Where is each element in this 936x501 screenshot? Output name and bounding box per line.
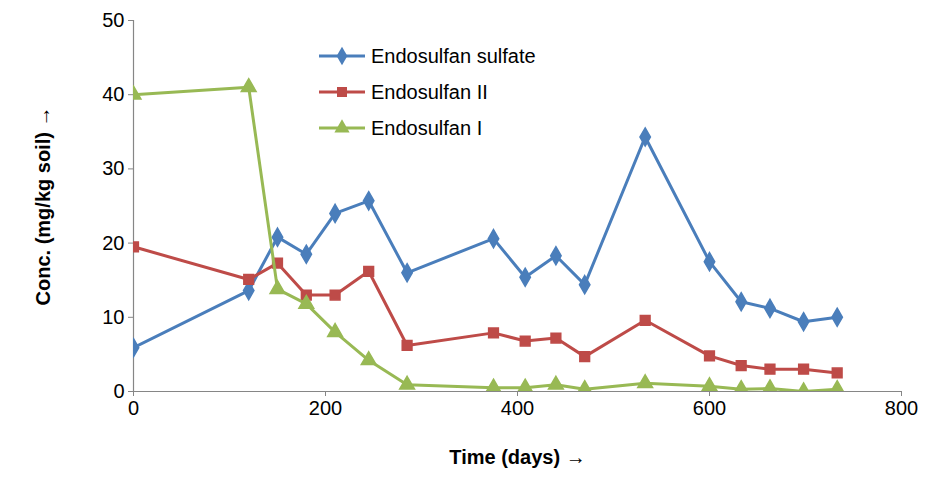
svg-text:20: 20 xyxy=(102,232,124,254)
svg-text:0: 0 xyxy=(113,380,124,402)
svg-text:40: 40 xyxy=(102,83,124,105)
svg-text:400: 400 xyxy=(501,397,534,419)
svg-text:50: 50 xyxy=(102,9,124,31)
svg-text:Time (days) →: Time (days) → xyxy=(449,446,585,468)
svg-text:Endosulfan sulfate: Endosulfan sulfate xyxy=(371,45,536,67)
svg-text:Conc. (mg/kg soil) →: Conc. (mg/kg soil) → xyxy=(32,107,54,306)
svg-text:0: 0 xyxy=(128,397,139,419)
svg-text:10: 10 xyxy=(102,306,124,328)
svg-text:Endosulfan II: Endosulfan II xyxy=(371,81,488,103)
svg-text:Endosulfan I: Endosulfan I xyxy=(371,117,482,139)
svg-text:800: 800 xyxy=(885,397,918,419)
svg-text:600: 600 xyxy=(693,397,726,419)
svg-text:200: 200 xyxy=(309,397,342,419)
svg-text:30: 30 xyxy=(102,157,124,179)
